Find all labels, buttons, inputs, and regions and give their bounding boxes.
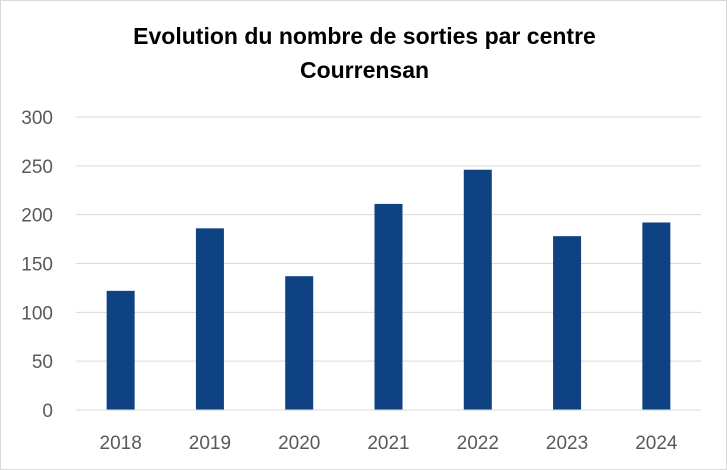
y-tick-label: 200 [21,206,53,227]
y-tick-label: 100 [21,303,53,324]
x-tick-label: 2019 [189,433,231,454]
x-tick-label: 2023 [546,433,588,454]
y-tick-label: 300 [21,108,53,129]
x-tick-label: 2022 [457,433,499,454]
y-tick-label: 150 [21,255,53,276]
bar [106,290,135,410]
bar [195,228,224,410]
bar [285,276,314,410]
y-tick-label: 0 [42,401,53,422]
y-tick-label: 50 [32,352,53,373]
bar [553,236,582,410]
bar [642,222,671,410]
bar [374,203,403,410]
bar [463,169,492,410]
x-tick-label: 2018 [100,433,142,454]
x-tick-label: 2020 [278,433,320,454]
chart-title-line-1: Evolution du nombre de sorties par centr… [133,23,596,49]
chart-title-line-2: Courrensan [299,57,430,83]
chart-title: Evolution du nombre de sorties par centr… [1,19,726,87]
x-tick-label: 2024 [635,433,678,454]
x-tick-label: 2021 [367,433,409,454]
y-tick-label: 250 [21,157,53,178]
